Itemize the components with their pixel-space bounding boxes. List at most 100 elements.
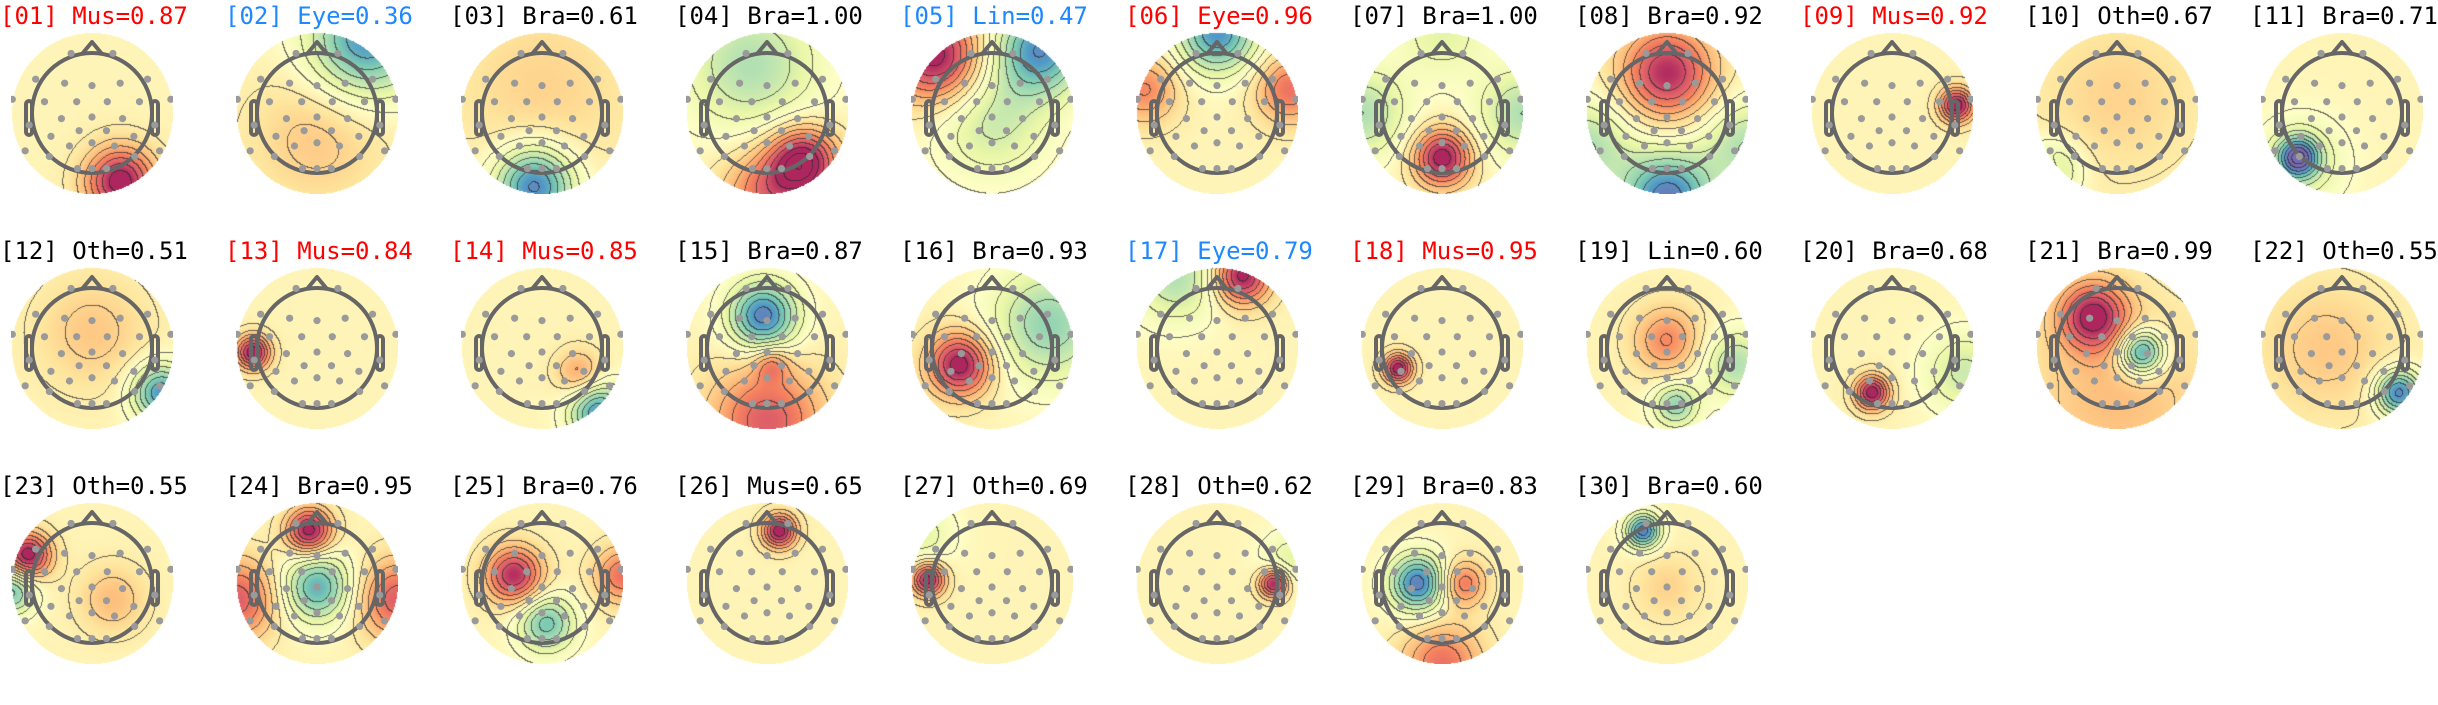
electrode-dot [327, 634, 336, 643]
electrode-dot [2072, 132, 2080, 140]
electrode-dot [2092, 284, 2100, 293]
component-title: [23] Oth=0.55 [0, 472, 188, 500]
electrode-dot [1663, 164, 1671, 173]
electrode-dot [1035, 98, 1044, 106]
electrode-dot [784, 519, 792, 528]
electrode-dot [707, 75, 715, 83]
electrode-dot [523, 164, 532, 173]
electrode-dot [617, 95, 623, 103]
electrode-dot [1200, 362, 1208, 370]
electrode-dot [1888, 82, 1896, 90]
electrode-dot [1501, 121, 1509, 129]
electrode-dot [2113, 399, 2121, 408]
electrode-dot [1067, 95, 1073, 103]
nose [1880, 40, 1904, 56]
electrode-dot [116, 549, 124, 557]
electrode-dot [1493, 545, 1502, 553]
electrode-dot [1227, 362, 1236, 370]
electrode-dot [1888, 113, 1896, 121]
electrode-dot [1051, 356, 1059, 364]
electrode-dot [507, 115, 516, 123]
electrode-dot [2113, 164, 2121, 173]
component-title: [15] Bra=0.87 [675, 237, 863, 265]
electrode-dot [1620, 622, 1628, 631]
right-ear [1050, 99, 1060, 137]
electrode-dot [1198, 634, 1207, 643]
electrode-dot [2323, 333, 2331, 341]
electrode-dot [2176, 356, 2184, 364]
electrode-dot [2338, 348, 2346, 356]
electrode-dot [777, 127, 786, 135]
electrode-dot [1051, 121, 1059, 129]
electrode-dot [1213, 583, 1221, 591]
electrode-dot [740, 142, 749, 150]
electrode-dot [1847, 132, 1855, 140]
component-title: [25] Bra=0.76 [450, 472, 638, 500]
electrode-dot [2113, 113, 2121, 121]
left-ear [2049, 334, 2059, 372]
electrode-dot [471, 147, 479, 155]
electrode-dot [1361, 95, 1366, 103]
electrode-dot [1390, 333, 1399, 341]
electrode-dot [945, 387, 953, 396]
electrode-dot [343, 585, 352, 593]
electrode-dot [1684, 49, 1692, 58]
electrode-dot [750, 362, 758, 370]
electrode-dot [2380, 132, 2388, 140]
electrode-dot [1466, 314, 1474, 322]
electrode-dot [2338, 399, 2346, 408]
electrode-dot [777, 399, 786, 408]
head-outline [11, 510, 173, 645]
electrode-dot [45, 152, 53, 161]
electrode-dot [2086, 79, 2094, 87]
right-ear [1725, 334, 1735, 372]
electrode-dot [1742, 565, 1748, 573]
electrode-dot [1677, 362, 1686, 370]
electrode-dot [1685, 612, 1694, 620]
electrode-dot [1865, 142, 1874, 150]
electrode-dot [1459, 284, 1467, 293]
electrode-dot [475, 591, 483, 599]
electrode-dot [1172, 132, 1180, 140]
electrode-dot [118, 350, 127, 358]
electrode-dot [1677, 127, 1686, 135]
electrode-dot [1186, 314, 1194, 322]
electrode-dot [1684, 284, 1692, 293]
electrode-dot [1235, 377, 1244, 385]
electrode-dot [1620, 387, 1628, 396]
electrode-dot [1390, 98, 1399, 106]
electrode-dot [1453, 568, 1461, 576]
electrode-dot [1967, 95, 1973, 103]
electrode-dot [1825, 356, 1833, 364]
electrode-dot [1031, 387, 1039, 396]
left-ear [249, 334, 259, 372]
electrode-dot [777, 634, 786, 643]
electrode-dot [109, 519, 117, 528]
right-ear [2400, 334, 2410, 372]
electrode-dot [831, 617, 839, 625]
component-title: [20] Bra=0.68 [1800, 237, 1988, 265]
electrode-dot [482, 545, 490, 553]
electrode-dot [1485, 98, 1494, 106]
electrode-dot [2393, 75, 2402, 83]
nose [1655, 510, 1679, 526]
electrode-dot [45, 622, 53, 631]
electrode-dot [1411, 549, 1419, 557]
electrode-dot [1706, 622, 1714, 631]
electrode-dot [1663, 139, 1671, 147]
electrode-dot [1423, 399, 1432, 408]
electrode-dot [1375, 121, 1383, 129]
left-ear [924, 99, 934, 137]
electrode-dot [1468, 585, 1477, 593]
nose [80, 510, 104, 526]
right-ear [375, 569, 385, 607]
electrode-dot [1607, 75, 1615, 83]
electrode-dot [286, 314, 294, 322]
electrode-dot [793, 115, 802, 123]
topomap [911, 32, 1073, 194]
electrode-dot [2406, 382, 2414, 390]
electrode-dot [490, 98, 499, 106]
electrode-dot [1650, 362, 1658, 370]
electrode-dot [110, 142, 119, 150]
electrode-dot [1417, 49, 1425, 58]
